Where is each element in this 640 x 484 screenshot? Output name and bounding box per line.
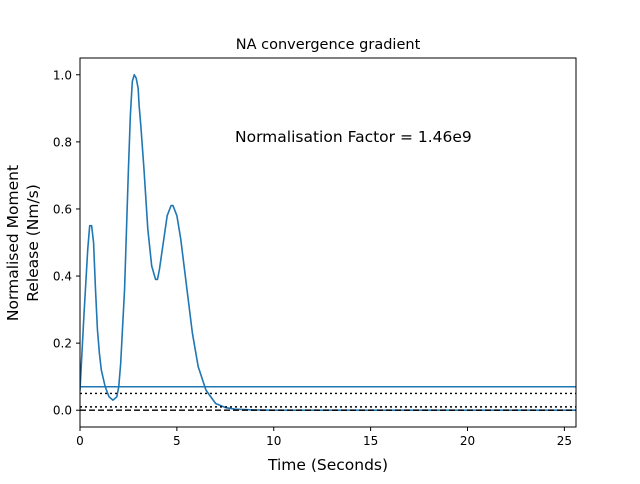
- x-tick-label: 15: [363, 434, 378, 448]
- series-line-1: [80, 73, 576, 412]
- y-tick-label: 0.4: [53, 270, 72, 284]
- y-tick-label: 0.6: [53, 202, 72, 216]
- plot-area: [79, 57, 577, 428]
- y-axis-label-line-2: Release (Nm/s): [24, 184, 42, 302]
- annotation-text: Normalisation Factor = 1.46e9: [235, 128, 472, 146]
- y-axis-ticks: 0.0 0.2 0.4 0.6 0.8 1.0: [53, 68, 80, 418]
- x-tick-label: 25: [557, 434, 572, 448]
- x-axis-ticks: 0 5 10 15 20 25: [76, 427, 572, 448]
- y-tick-label: 0.0: [53, 404, 72, 418]
- x-axis-label: Time (Seconds): [267, 456, 388, 474]
- y-axis-label-line-1: Normalised Moment: [4, 165, 22, 321]
- series-layer: [80, 73, 576, 412]
- x-tick-label: 20: [460, 434, 475, 448]
- x-tick-label: 0: [76, 434, 84, 448]
- x-tick-label: 5: [173, 434, 181, 448]
- y-axis-label: Normalised Moment Release (Nm/s): [4, 165, 42, 321]
- chart-title: NA convergence gradient: [236, 37, 421, 53]
- y-tick-label: 1.0: [53, 68, 72, 82]
- y-tick-label: 0.8: [53, 135, 72, 149]
- plot-frame: [79, 57, 577, 428]
- y-tick-label: 0.2: [53, 337, 72, 351]
- x-tick-label: 10: [266, 434, 281, 448]
